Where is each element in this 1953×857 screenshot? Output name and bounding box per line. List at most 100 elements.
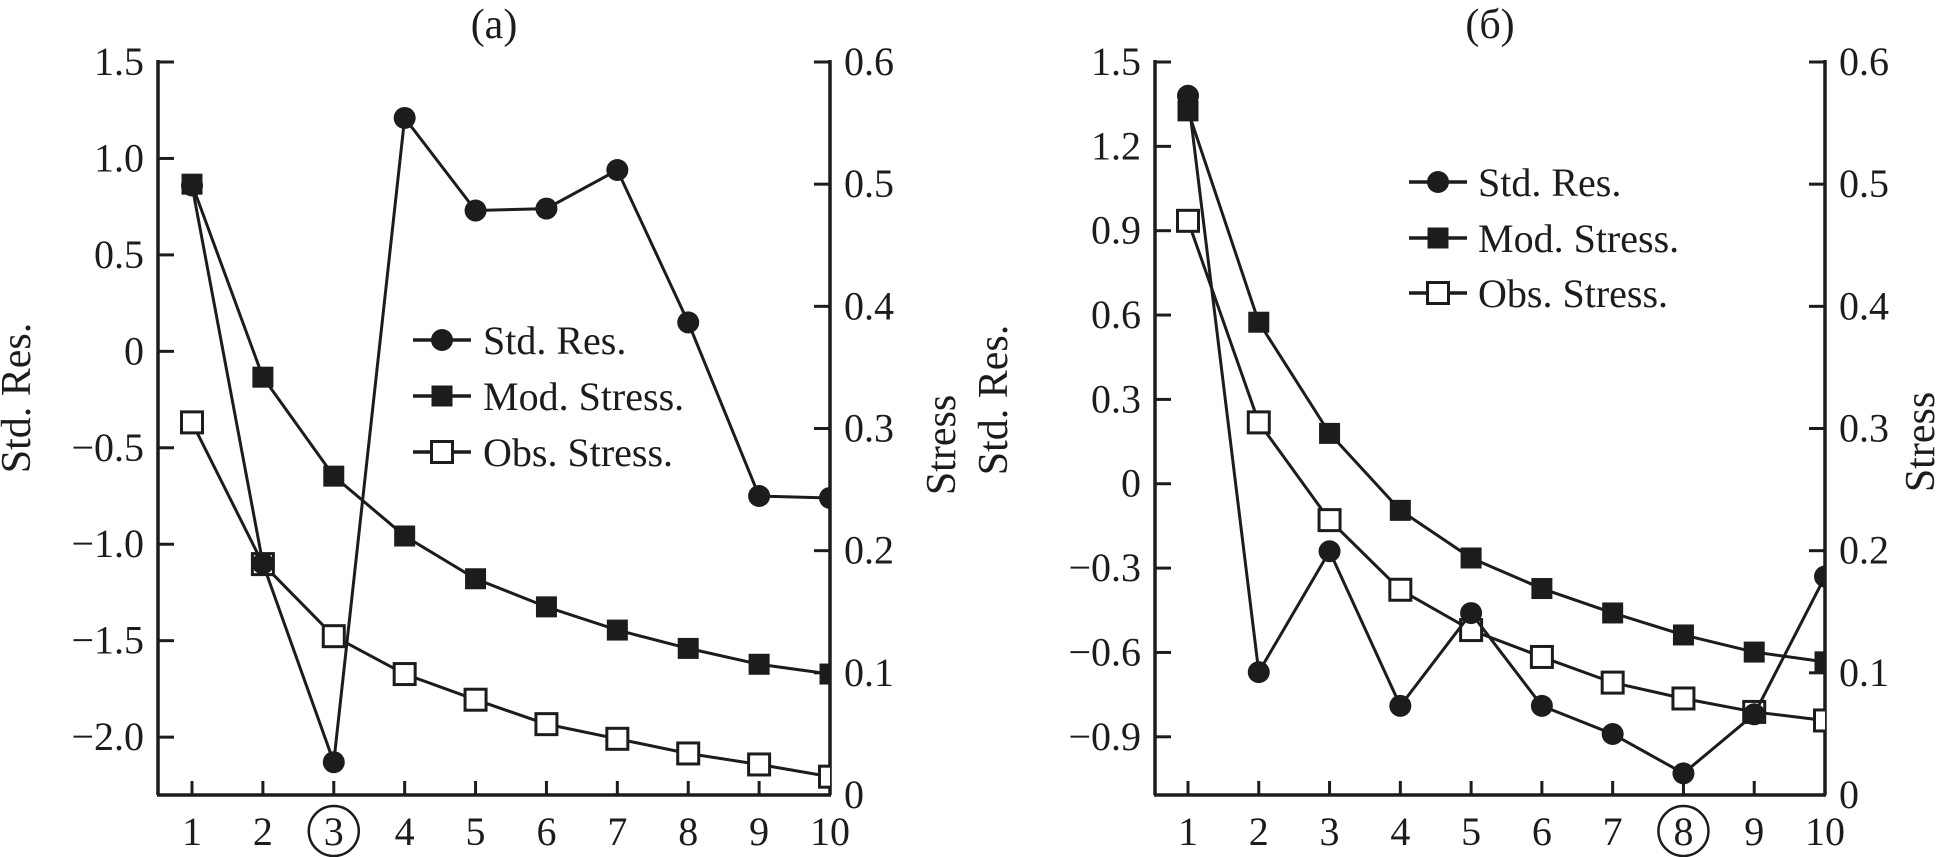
series-stdres xyxy=(181,106,830,774)
x-tick-label: 1 xyxy=(182,809,202,854)
data-point-marker xyxy=(1318,540,1341,563)
left-tick-label: 1.5 xyxy=(94,39,144,84)
data-point-marker xyxy=(1389,694,1412,717)
x-tick-label: 7 xyxy=(607,809,627,854)
data-point-marker xyxy=(464,199,487,222)
legend-marker xyxy=(1426,281,1450,305)
data-point-marker xyxy=(251,552,274,575)
data-point-marker xyxy=(1671,686,1696,711)
x-tick-label: 9 xyxy=(749,809,769,854)
data-point-marker xyxy=(1814,565,1825,588)
data-point-marker xyxy=(1529,644,1554,669)
data-point-marker xyxy=(1177,84,1199,107)
x-tick-label: 9 xyxy=(1744,809,1764,854)
data-point-marker xyxy=(1530,694,1553,717)
series-line xyxy=(190,183,830,676)
legend-label: Obs. Stress. xyxy=(1478,271,1668,316)
data-point-marker xyxy=(1389,499,1411,521)
right-tick-label: 0.5 xyxy=(1839,161,1889,206)
data-point-marker xyxy=(392,662,417,687)
legend-label: Obs. Stress. xyxy=(483,430,673,475)
data-point-marker xyxy=(1317,508,1342,533)
x-tick-label: 3 xyxy=(1320,809,1340,854)
data-point-marker xyxy=(535,197,558,220)
series-line xyxy=(190,114,830,763)
right-tick-label: 0.1 xyxy=(1839,650,1889,695)
data-point-marker xyxy=(1672,624,1694,646)
data-point-marker xyxy=(1813,708,1825,733)
right-tick-label: 0.1 xyxy=(844,650,894,695)
legend: Std. Res. Mod. Stress. Obs. Stress. xyxy=(413,318,684,475)
axes: 1.5 1.0 0.5 0 −0.5 −1.0 −1.5 −2.0 0.6 0.5 0.4 0.3 0.… xyxy=(71,39,894,857)
legend-marker xyxy=(1427,171,1449,193)
x-tick-label: 10 xyxy=(1805,809,1845,854)
series-line xyxy=(190,421,830,779)
x-tick-label: 4 xyxy=(395,809,415,854)
data-point-marker xyxy=(1814,651,1825,673)
data-point-marker xyxy=(1319,422,1341,444)
x-tick-label: 6 xyxy=(536,809,556,854)
data-point-marker xyxy=(465,568,487,590)
data-point-marker xyxy=(534,712,559,737)
data-point-marker xyxy=(676,741,701,766)
chart-b: (б) Std. Res. Stress 1.5 1.2 0.9 0.6 0.3 0 −0.… xyxy=(971,2,1944,857)
data-point-marker xyxy=(393,106,416,129)
data-point-marker xyxy=(322,751,345,774)
data-point-marker xyxy=(323,465,345,487)
legend-label: Std. Res. xyxy=(483,318,626,363)
series-obsstress xyxy=(1176,208,1825,733)
series-line xyxy=(1186,110,1825,664)
right-tick-label: 0.6 xyxy=(844,39,894,84)
legend-marker xyxy=(431,385,453,407)
chart-a-plot-area: 1.5 1.0 0.5 0 −0.5 −1.0 −1.5 −2.0 0.6 0.5 0.4 0.3 0.… xyxy=(71,39,894,857)
data-point-marker xyxy=(748,653,770,675)
data-point-marker xyxy=(819,663,830,685)
data-point-marker xyxy=(818,764,830,789)
data-point-marker xyxy=(1743,641,1765,663)
data-point-marker xyxy=(1601,722,1624,745)
left-tick-label: 1.2 xyxy=(1091,123,1141,168)
chart-b-right-axis-label: Stress xyxy=(1898,392,1944,492)
right-tick-label: 0.4 xyxy=(844,283,894,328)
data-point-marker xyxy=(1602,602,1624,624)
circled-x-tick-ring xyxy=(307,804,361,857)
data-point-marker xyxy=(180,410,204,435)
left-tick-label: −1.5 xyxy=(71,618,144,663)
legend-label: Std. Res. xyxy=(1478,160,1621,205)
data-point-marker xyxy=(394,525,416,547)
left-tick-label: 0 xyxy=(1121,461,1141,506)
left-tick-label: −1.0 xyxy=(71,521,144,566)
left-tick-label: −0.3 xyxy=(1068,545,1141,590)
series-stdres xyxy=(1177,84,1825,785)
data-point-marker xyxy=(677,311,700,334)
chart-b-title: (б) xyxy=(1465,2,1514,48)
x-tick-label: 10 xyxy=(810,809,850,854)
data-point-marker xyxy=(1177,100,1199,122)
data-point-marker xyxy=(605,726,630,751)
legend-marker xyxy=(431,329,453,351)
right-tick-label: 0.6 xyxy=(1839,39,1889,84)
chart-b-plot-area: 1.5 1.2 0.9 0.6 0.3 0 −0.3 −0.6 −0.9 0.6 0.5 0.4 0.3… xyxy=(1068,39,1889,857)
circled-x-tick-ring xyxy=(1657,804,1710,857)
chart-b-left-axis-label: Std. Res. xyxy=(971,325,1017,476)
x-tick-label: 3 xyxy=(324,809,344,854)
x-tick-label: 1 xyxy=(1178,809,1198,854)
data-point-marker xyxy=(1460,547,1482,569)
legend-label: Mod. Stress. xyxy=(483,374,684,419)
right-tick-label: 0.4 xyxy=(1839,283,1889,328)
legend-marker xyxy=(1427,227,1449,249)
series-group xyxy=(1176,84,1825,785)
right-tick-label: 0 xyxy=(844,772,864,817)
x-tick-label: 5 xyxy=(466,809,486,854)
data-point-marker xyxy=(748,485,771,508)
data-point-marker xyxy=(1176,208,1200,233)
series-group xyxy=(180,106,830,789)
data-point-marker xyxy=(1460,602,1483,625)
chart-a: (a) Std. Res. Stress 1.5 1.0 0.5 0 −0.5 −1.0 −… xyxy=(0,2,965,857)
axes: 1.5 1.2 0.9 0.6 0.3 0 −0.3 −0.6 −0.9 0.6 0.5 0.4 0.3… xyxy=(1068,39,1889,857)
data-point-marker xyxy=(677,637,699,659)
left-tick-label: 0.5 xyxy=(94,232,144,277)
data-point-marker xyxy=(1248,311,1270,333)
